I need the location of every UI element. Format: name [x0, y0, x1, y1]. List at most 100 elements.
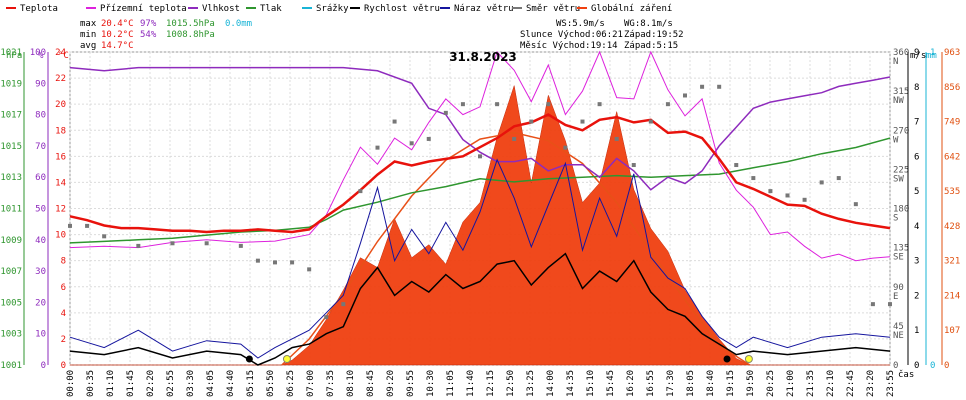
stats-max-hum: 97% [140, 19, 157, 29]
x-tick-label: 18:40 [706, 370, 716, 397]
dir-axis-tick: 45 [893, 322, 904, 332]
x-tick-label: 15:45 [606, 370, 616, 397]
temp-axis-tick: 10 [55, 231, 66, 241]
pct-axis-tick: 60 [35, 173, 46, 183]
x-tick-label: 08:45 [366, 370, 376, 397]
x-tick-label: 09:20 [386, 370, 396, 397]
temp-axis-unit: °C [58, 51, 69, 61]
x-tick-label: 18:05 [686, 370, 696, 397]
hpa-axis-tick: 1019 [0, 79, 22, 89]
point-wind-dir [853, 202, 858, 207]
mm-axis-tick: 0 [930, 361, 935, 371]
stats-rain: 0.0mm [225, 19, 252, 29]
series-wind-gust [69, 158, 891, 359]
legend-label: Tlak [260, 4, 282, 14]
temp-axis-tick: 2 [61, 335, 66, 345]
rad-axis-tick: 428 [944, 222, 960, 232]
mm-axis-tick: 1 [930, 48, 935, 58]
x-tick-label: 14:35 [566, 370, 576, 397]
point-wind-dir [802, 197, 807, 202]
temp-axis-tick: 20 [55, 100, 66, 110]
pct-axis-tick: 50 [35, 205, 46, 215]
pct-axis-tick: 100 [30, 48, 46, 58]
mm-axis-unit: mm [926, 51, 937, 61]
ms-axis-tick: 9 [914, 48, 919, 58]
x-tick-label: 04:40 [226, 370, 236, 397]
point-wind-dir [717, 84, 722, 89]
point-wind-dir [648, 119, 653, 124]
point-wind-dir [785, 193, 790, 198]
rad-axis-tick: 856 [944, 83, 960, 93]
point-wind-dir [546, 102, 551, 107]
point-wind-dir [255, 258, 260, 263]
x-tick-label: 14:00 [546, 370, 556, 397]
point-wind-dir [307, 267, 312, 272]
stats-avg-label: avg [80, 41, 96, 51]
point-wind-dir [409, 141, 414, 146]
x-tick-label: 02:55 [166, 370, 176, 397]
point-wind-dir [68, 223, 72, 228]
pct-axis-tick: 30 [35, 267, 46, 277]
legend-label: Srážky [316, 4, 349, 14]
series-clear-sky [281, 131, 751, 366]
x-tick-label: 11:40 [466, 370, 476, 397]
x-tick-label: 05:50 [266, 370, 276, 397]
x-tick-label: 00:00 [66, 370, 76, 397]
point-wind-dir [358, 189, 363, 194]
point-wind-dir [273, 260, 277, 265]
point-wind-dir [751, 176, 756, 181]
x-tick-label: 07:00 [306, 370, 316, 397]
dir-axis-label: NW [893, 96, 904, 106]
legend-label: Náraz větru [454, 4, 514, 14]
x-axis-label: čas [898, 369, 914, 380]
temp-axis-tick: 16 [55, 152, 66, 162]
moon-marker [245, 355, 253, 363]
pct-axis-unit: % [38, 51, 44, 61]
dir-axis-tick: 360 [893, 48, 909, 58]
series-ground-temp [69, 50, 891, 262]
rad-axis-tick: 535 [944, 187, 960, 197]
point-wind-dir [136, 243, 141, 248]
x-tick-label: 09:55 [406, 370, 416, 397]
stats-max-press: 1015.5hPa [166, 19, 215, 29]
point-wind-dir [341, 302, 346, 307]
hpa-axis-tick: 1021 [0, 48, 22, 58]
stats-max-label: max [80, 19, 97, 29]
temp-axis-tick: 12 [55, 205, 66, 215]
ms-axis-tick: 8 [914, 83, 919, 93]
temp-axis-tick: 22 [55, 74, 66, 84]
legend-label: Teplota [20, 4, 58, 14]
point-wind-dir [512, 136, 517, 141]
hpa-axis-tick: 1011 [0, 205, 22, 215]
ms-axis-tick: 7 [914, 118, 919, 128]
stats-min-temp: 10.2°C [101, 30, 134, 40]
point-wind-dir [238, 243, 243, 248]
x-tick-label: 23:20 [866, 370, 876, 397]
point-wind-dir [495, 102, 500, 107]
ms-axis-tick: 2 [914, 291, 919, 301]
temp-axis-tick: 14 [55, 178, 66, 188]
temp-axis-tick: 24 [55, 48, 66, 58]
stats-avg-temp: 14.7°C [101, 41, 134, 51]
pct-axis-tick: 10 [35, 330, 46, 340]
pct-axis-tick: 40 [35, 236, 46, 246]
point-wind-dir [443, 110, 448, 115]
series-pressure [69, 137, 891, 244]
pct-axis-tick: 0 [41, 361, 46, 371]
point-wind-dir [631, 163, 636, 168]
hpa-axis-tick: 1013 [0, 173, 22, 183]
hpa-axis-tick: 1009 [0, 236, 22, 246]
x-tick-label: 20:25 [766, 370, 776, 397]
hpa-axis-tick: 1017 [0, 111, 22, 121]
x-tick-label: 06:25 [286, 370, 296, 397]
rad-axis-tick: 107 [944, 326, 960, 336]
ms-axis-tick: 3 [914, 257, 919, 267]
legend-label: Vlhkost [202, 4, 240, 14]
x-tick-label: 15:10 [586, 370, 596, 397]
x-tick-label: 17:30 [666, 370, 676, 397]
legend-label: Přízemní teplota [100, 4, 187, 14]
ms-axis-unit: m/s [910, 51, 926, 61]
pct-axis-tick: 80 [35, 111, 46, 121]
temp-axis-tick: 8 [61, 257, 66, 267]
rad-axis-tick: 321 [944, 257, 960, 267]
